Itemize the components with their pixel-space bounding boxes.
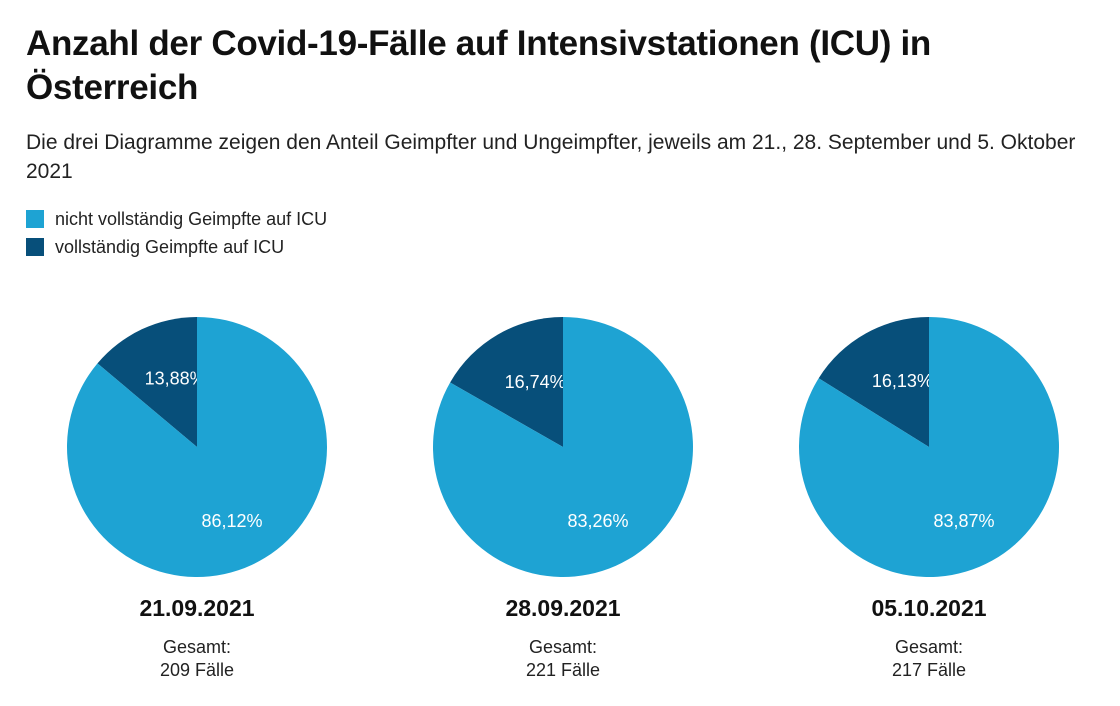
chart-title: Anzahl der Covid-19-Fälle auf Intensivst… <box>26 24 931 107</box>
slice-label-vaccinated-28-09: 16,74% <box>505 372 566 392</box>
legend-swatch-unvaccinated <box>26 210 44 228</box>
total-label-21-09: Gesamt: <box>162 637 232 657</box>
slice-unvaccinated-05-10 <box>799 317 1060 578</box>
slice-vaccinated-28-09 <box>450 317 563 447</box>
legend: nicht vollständig Geimpfte auf ICU volls… <box>26 205 327 261</box>
slice-label-vaccinated-21-09: 13,88% <box>145 369 206 389</box>
legend-item-vaccinated: vollständig Geimpfte auf ICU <box>26 233 327 261</box>
slice-label-unvaccinated-05-10: 83,87% <box>933 511 994 531</box>
total-value-28-09: 221 Fälle <box>525 660 601 680</box>
caption-28-09: 28.09.2021 Gesamt: 221 Fälle <box>443 594 683 682</box>
slice-unvaccinated-21-09 <box>67 317 328 578</box>
legend-label-vaccinated: vollständig Geimpfte auf ICU <box>55 236 285 257</box>
slice-vaccinated-21-09 <box>97 317 197 447</box>
pie-chart-05-10: 16,13% 83,87% <box>799 317 1060 578</box>
caption-05-10: 05.10.2021 Gesamt: 217 Fälle <box>809 594 1049 682</box>
slice-unvaccinated-28-09 <box>433 316 694 577</box>
caption-21-09: 21.09.2021 Gesamt: 209 Fälle <box>77 594 317 682</box>
chart-subtitle: Die drei Diagramme zeigen den Anteil Gei… <box>26 131 1076 183</box>
chart-date-28-09: 28.09.2021 <box>505 595 621 621</box>
slice-vaccinated-05-10 <box>818 317 929 447</box>
total-label-05-10: Gesamt: <box>894 637 964 657</box>
chart-date-21-09: 21.09.2021 <box>139 595 255 621</box>
total-value-05-10: 217 Fälle <box>891 660 967 680</box>
pie-chart-28-09: 16,74% 83,26% <box>433 316 694 577</box>
slice-label-unvaccinated-28-09: 83,26% <box>567 511 628 531</box>
slice-label-unvaccinated-21-09: 86,12% <box>201 511 262 531</box>
legend-item-unvaccinated: nicht vollständig Geimpfte auf ICU <box>26 205 327 233</box>
chart-date-05-10: 05.10.2021 <box>871 595 987 621</box>
total-value-21-09: 209 Fälle <box>159 660 235 680</box>
total-label-28-09: Gesamt: <box>528 637 598 657</box>
legend-label-unvaccinated: nicht vollständig Geimpfte auf ICU <box>55 208 328 229</box>
slice-label-vaccinated-05-10: 16,13% <box>872 371 933 391</box>
pie-chart-21-09: 13,88% 86,12% <box>67 317 328 578</box>
legend-swatch-vaccinated <box>26 238 44 256</box>
